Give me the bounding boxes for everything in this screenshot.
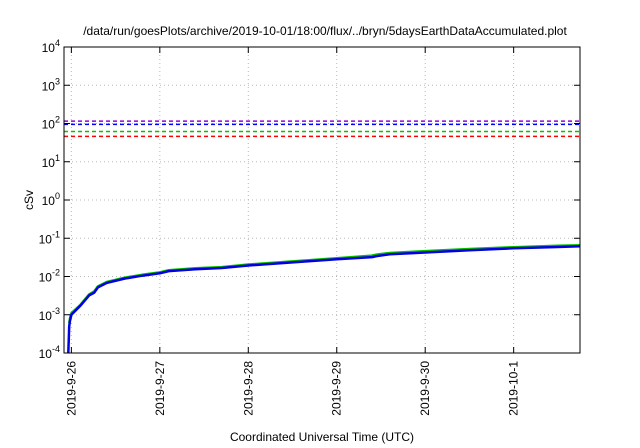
y-tick-label: 10-4	[39, 344, 60, 361]
y-axis: 10-4 10-3 10-2 10-1 100 101 102 103 104	[39, 38, 580, 361]
plot-frame	[63, 46, 581, 354]
y-tick-label: 10-2	[39, 268, 60, 285]
chart-title: /data/run/goesPlots/archive/2019-10-01/1…	[83, 24, 567, 38]
x-tick-label: 2019-9-27	[153, 361, 167, 416]
x-tick-label: 2019-9-26	[64, 361, 78, 416]
y-tick-label: 103	[42, 76, 60, 93]
x-tick-label: 2019-9-29	[330, 361, 344, 416]
threshold-lines	[64, 120, 580, 138]
y-tick-label: 10-1	[39, 229, 60, 246]
y-tick-label: 104	[42, 38, 60, 55]
y-tick-label: 100	[42, 191, 60, 208]
y-axis-label: cSv	[22, 190, 36, 210]
series-line-2	[67, 245, 581, 354]
grid	[64, 47, 580, 353]
x-axis: 2019-9-26 2019-9-27 2019-9-28 2019-9-29 2019…	[64, 47, 521, 416]
y-tick-label: 101	[42, 153, 60, 170]
series-lines	[67, 243, 581, 354]
y-tick-label: 10-3	[39, 306, 60, 323]
series-line-1	[67, 243, 581, 324]
y-tick-label: 102	[42, 115, 60, 132]
x-tick-label: 2019-9-30	[418, 361, 432, 416]
x-axis-label: Coordinated Universal Time (UTC)	[230, 430, 414, 444]
x-tick-label: 2019-10-1	[507, 361, 521, 416]
x-tick-label: 2019-9-28	[241, 361, 255, 416]
